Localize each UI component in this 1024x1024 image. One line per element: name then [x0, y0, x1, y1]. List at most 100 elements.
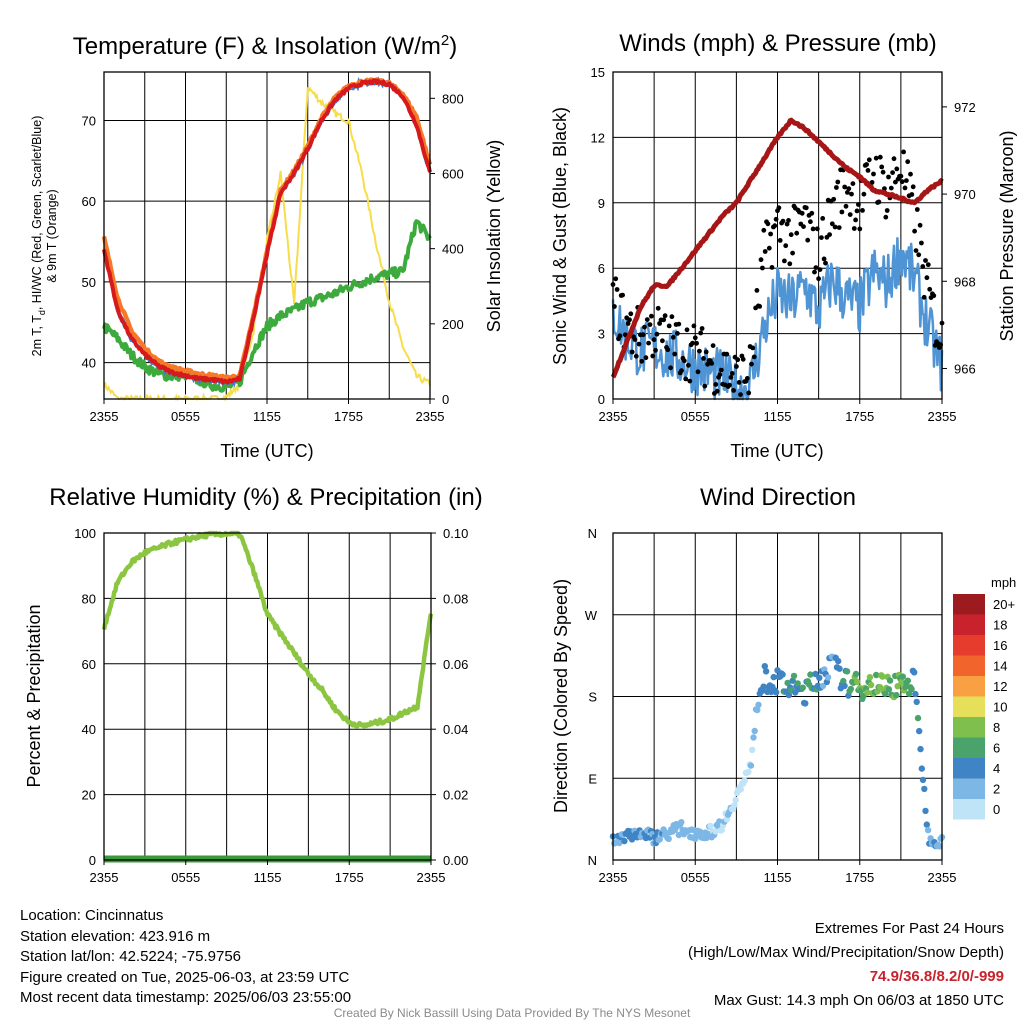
gust-point [865, 168, 871, 173]
direction-point [816, 674, 823, 681]
direction-point [732, 796, 739, 804]
gust-point [705, 361, 710, 367]
gust-point [810, 226, 816, 232]
gust-point [816, 276, 821, 282]
humidity-xtick-label-3: 1755 [335, 870, 364, 885]
humidity-ytick-left-0: 0 [89, 853, 96, 868]
direction-point [836, 665, 843, 672]
gust-point [679, 368, 684, 373]
extremes-values: 74.9/36.8/8.2/0/-999 [869, 968, 1004, 985]
direction-point [779, 671, 786, 678]
gust-point [731, 388, 736, 393]
winds-xtick-label-0: 2355 [599, 409, 628, 424]
direction-point [864, 689, 871, 696]
humidity-xtick-label-2: 1155 [254, 870, 282, 885]
temperature-ylabel-left-sub: d [37, 310, 47, 315]
direction-xtick-label-1: 0555 [681, 870, 710, 885]
gust-point [691, 323, 697, 329]
gust-point [902, 185, 908, 191]
winds-ytick-right-3: 972 [954, 100, 976, 115]
colorbar-label-0: 20+ [993, 597, 1015, 612]
direction-point [751, 727, 758, 735]
gust-point [908, 171, 913, 177]
winds-xtick-label-2: 1155 [764, 409, 792, 424]
gust-point [729, 371, 735, 376]
winds-panel: Winds (mph) & Pressure (mb) 0 3 6 9 12 15 966 9… [550, 30, 1017, 461]
gust-point [788, 232, 794, 238]
direction-title: Wind Direction [700, 484, 856, 511]
colorbar: 20+ 18 16 14 12 10 8 6 4 2 0 [953, 594, 1015, 820]
direction-point [802, 700, 809, 707]
humidity-ylabel-left: Percent & Precipitation [24, 604, 44, 787]
gust-point [746, 390, 752, 396]
gust-point [877, 154, 883, 160]
gust-point [777, 238, 783, 243]
direction-point [919, 776, 927, 784]
gust-point [754, 288, 760, 293]
humidity-title: Relative Humidity (%) & Precipitation (i… [49, 484, 482, 511]
winds-ylabel-right: Station Pressure (Maroon) [997, 130, 1017, 341]
gust-point [829, 221, 835, 227]
direction-point [898, 678, 905, 686]
direction-point [841, 682, 848, 690]
humidity-line [101, 530, 434, 729]
gust-point [647, 322, 653, 327]
colorbar-swatch-6 [953, 717, 985, 738]
direction-point [675, 831, 682, 839]
humidity-ytick-right-1: 0.02 [443, 788, 468, 803]
extremes-subtitle: (High/Low/Max Wind/Precipitation/Snow De… [688, 944, 1004, 961]
direction-point [760, 683, 767, 690]
gust-point [787, 261, 793, 267]
gust-point [642, 324, 647, 330]
temperature-ticks: 40 50 60 70 0 200 400 600 800 2355 0555 1155 1755 235… [82, 91, 464, 424]
gust-point [912, 228, 917, 234]
gust-point [613, 276, 619, 282]
gust-point [650, 353, 656, 359]
temperature-xlabel: Time (UTC) [220, 441, 313, 461]
gust-point [813, 265, 819, 270]
gust-point [766, 245, 772, 251]
direction-point [621, 837, 628, 845]
gust-point [869, 180, 875, 185]
gust-point [646, 340, 651, 346]
gust-point [888, 185, 894, 191]
gust-point [904, 178, 909, 184]
gust-point [669, 314, 675, 320]
gust-point [661, 317, 667, 323]
gust-point [805, 237, 811, 243]
gust-point [640, 332, 646, 338]
gust-point [736, 380, 742, 385]
gust-point [644, 317, 650, 322]
direction-point [879, 673, 886, 680]
credit-text: Created By Nick Bassill Using Data Provi… [333, 1006, 691, 1020]
direction-point [616, 839, 623, 847]
gust-point [860, 208, 865, 213]
gust-point [890, 170, 895, 176]
gust-point [724, 351, 730, 357]
gust-point [692, 335, 698, 341]
gust-point [891, 156, 897, 162]
gust-point [666, 323, 672, 329]
colorbar-label-8: 4 [993, 761, 1000, 776]
direction-point [745, 768, 752, 776]
temperature-ytick-right-3: 600 [442, 166, 464, 181]
gust-point [686, 362, 691, 368]
gust-point [916, 252, 922, 258]
gust-point [783, 243, 789, 249]
direction-point [916, 727, 923, 735]
colorbar-swatch-1 [953, 614, 985, 635]
humidity-ytick-left-5: 100 [74, 526, 96, 541]
gust-point [886, 174, 891, 180]
colorbar-label-4: 12 [993, 679, 1007, 694]
direction-point [628, 836, 636, 843]
gust-point [909, 192, 915, 197]
direction-point [873, 671, 880, 679]
gust-point [842, 184, 848, 190]
gust-point [851, 226, 857, 231]
gust-point [614, 287, 620, 292]
temperature-ytick-left-1: 50 [82, 275, 96, 290]
gust-point [905, 159, 911, 165]
gust-point [923, 258, 928, 263]
gust-point [832, 224, 838, 230]
temperature-ytick-left-3: 70 [82, 113, 96, 128]
